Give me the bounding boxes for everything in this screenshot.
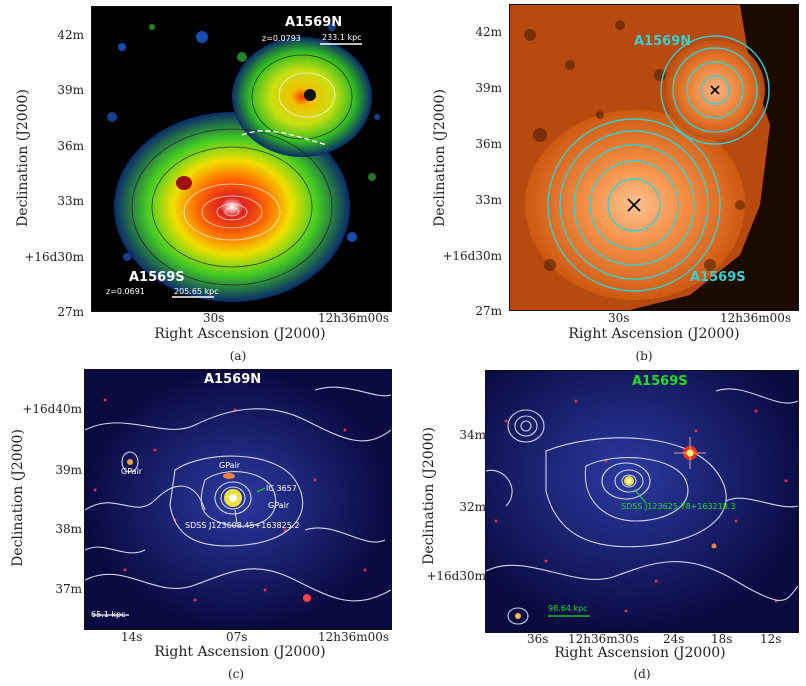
gpair-label: GPair [219, 461, 241, 470]
x-axis-label: Right Ascension (J2000) [154, 644, 326, 660]
ytick: 38m [55, 522, 82, 536]
caption-d: (d) [633, 667, 651, 681]
a1569n-redshift: z=0.0793 [262, 34, 301, 43]
ytick: +16d30m [426, 569, 486, 583]
xtick: 30s [203, 311, 225, 325]
optical-overlay-c: A1569N GPair GPair GPair IC 3657 SDSS J1… [84, 369, 392, 630]
ytick: 32m [459, 500, 486, 514]
ytick: +16d30m [24, 250, 84, 264]
x-axis-label: Right Ascension (J2000) [154, 326, 326, 342]
y-axis-label: Declination (J2000) [15, 89, 31, 227]
ytick: 33m [475, 193, 502, 207]
ic3657-label: IC 3657 [266, 484, 297, 493]
ytick: 37m [55, 582, 82, 596]
ytick: 42m [475, 25, 502, 39]
ytick: 36m [475, 137, 502, 151]
xtick: 24s [663, 632, 685, 646]
a1569s-label: A1569S [690, 270, 746, 285]
ytick: +16d30m [442, 249, 502, 263]
xtick: 12h36m00s [318, 630, 390, 644]
a1569s-scale: 205.65 kpc [174, 287, 219, 296]
ytick: 27m [475, 304, 502, 318]
scale-label: 65.1 kpc [91, 610, 126, 619]
a1569n-title: A1569N [204, 372, 262, 387]
gpair-label: GPair [121, 467, 143, 476]
xtick: 36s [527, 632, 549, 646]
caption-a: (a) [229, 349, 247, 363]
ytick: 39m [57, 83, 84, 97]
caption-c: (c) [227, 667, 245, 681]
x-axis-label: Right Ascension (J2000) [554, 645, 726, 661]
ytick: 36m [57, 139, 84, 153]
ytick: 42m [57, 28, 84, 42]
ytick: 33m [57, 194, 84, 208]
optical-overlay-d: A1569S SDSS J123625.78+163218.3 98.64 kp… [485, 370, 799, 633]
xtick: 12s [760, 632, 782, 646]
ytick: 39m [475, 81, 502, 95]
gpair-label: GPair [268, 501, 290, 510]
a1569s-redshift: z=0.0691 [106, 287, 145, 296]
xtick: 18s [711, 632, 733, 646]
ytick: +16d40m [22, 402, 82, 416]
scale-label: 98.64 kpc [548, 604, 588, 613]
ytick: 34m [459, 428, 486, 442]
y-axis-label: Declination (J2000) [421, 427, 437, 565]
a1569n-scale: 233.1 kpc [322, 33, 362, 42]
y-axis-label: Declination (J2000) [432, 89, 448, 227]
y-axis-label: Declination (J2000) [10, 429, 26, 567]
xtick: 07s [226, 630, 248, 644]
caption-b: (b) [635, 349, 653, 363]
xtick: 12h36m00s [720, 311, 792, 325]
xtick: 14s [121, 630, 143, 644]
a1569s-label: A1569S [129, 270, 185, 285]
xtick: 12h36m00s [318, 311, 390, 325]
xray-smoothed-map-b: A1569N A1569S [509, 4, 799, 311]
xtick: 12h36m30s [568, 632, 640, 646]
xtick: 30s [608, 311, 630, 325]
ytick: 27m [57, 305, 84, 319]
sdss-label: SDSS J123608.45+163825.2 [185, 521, 300, 530]
a1569s-title: A1569S [632, 374, 688, 389]
x-axis-label: Right Ascension (J2000) [568, 326, 740, 342]
a1569n-label: A1569N [285, 15, 343, 30]
a1569n-label: A1569N [634, 34, 692, 49]
xray-contour-map-a: A1569N z=0.0793 233.1 kpc A1569S z=0.069… [91, 6, 392, 312]
ytick: 39m [55, 463, 82, 477]
sdss-label: SDSS J123625.78+163218.3 [621, 502, 736, 511]
